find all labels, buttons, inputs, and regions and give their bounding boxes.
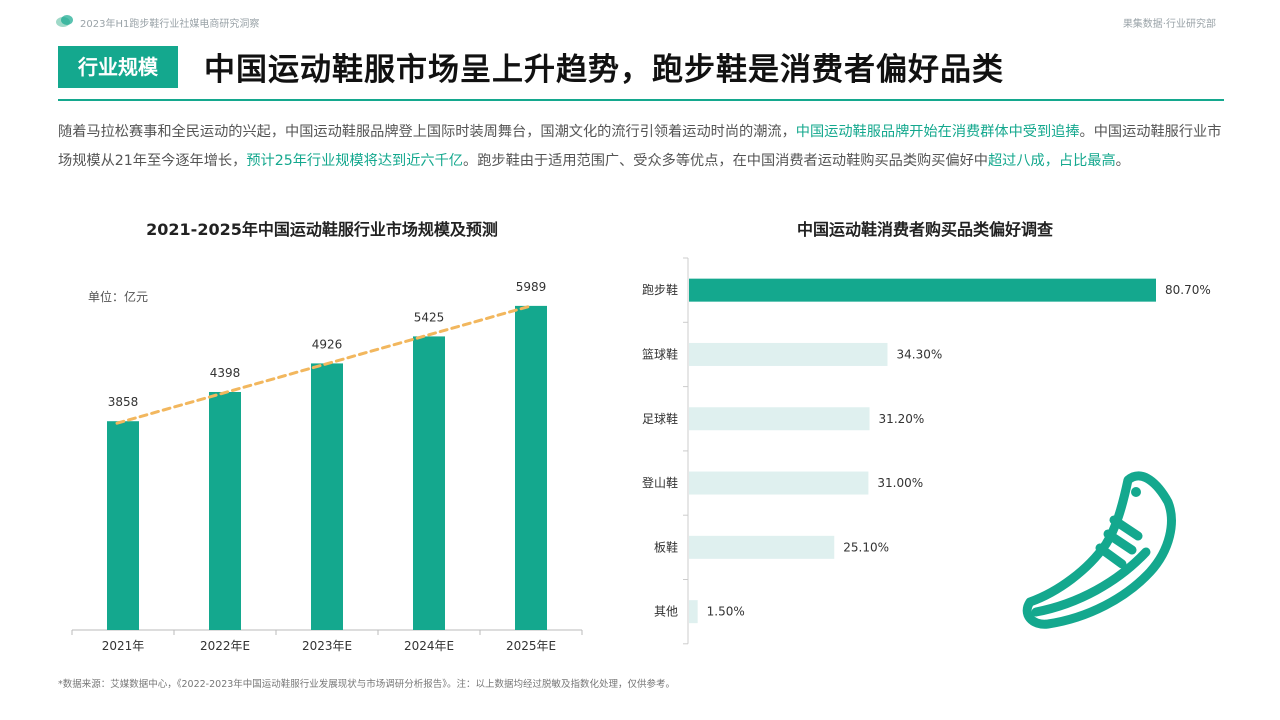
report-title: 2023年H1跑步鞋行业社媒电商研究洞察 xyxy=(80,19,260,30)
org-name: 果集数据·行业研究部 xyxy=(1122,19,1216,30)
desc-highlight-2: 预计25年行业规模将达到近六千亿 xyxy=(246,153,463,169)
category-label: 足球鞋 xyxy=(642,411,678,426)
title-divider xyxy=(58,99,1224,101)
hbar xyxy=(689,342,888,366)
x-tick-label: 2022年E xyxy=(200,639,250,653)
desc-highlight-3: 超过八成，占比最高 xyxy=(987,153,1116,169)
brand-logo-icon xyxy=(56,15,73,27)
bar xyxy=(107,421,139,630)
bar xyxy=(311,363,343,630)
desc-highlight-1: 中国运动鞋服品牌开始在消费群体中受到追捧 xyxy=(795,124,1080,140)
category-label: 板鞋 xyxy=(654,539,678,554)
x-tick-label: 2024年E xyxy=(404,639,454,653)
hbar-value-label: 34.30% xyxy=(896,347,942,361)
hbar-value-label: 1.50% xyxy=(707,605,745,619)
hbar-value-label: 31.00% xyxy=(877,476,923,490)
x-tick-label: 2021年 xyxy=(102,639,145,653)
category-label: 篮球鞋 xyxy=(642,346,678,361)
x-tick-label: 2023年E xyxy=(302,639,352,653)
hbar xyxy=(689,407,870,431)
trend-line xyxy=(115,304,533,425)
category-label: 跑步鞋 xyxy=(642,282,678,297)
category-label: 其他 xyxy=(654,605,678,619)
bar xyxy=(515,305,547,630)
bar xyxy=(413,336,445,630)
desc-text-1: 随着马拉松赛事和全民运动的兴起，中国运动鞋服品牌登上国际时装周舞台，国潮文化的流… xyxy=(58,124,796,140)
desc-text-2: 。中国运动鞋服行业市场规模从21年至今逐年增长， xyxy=(58,124,1222,169)
desc-text-4: 。 xyxy=(1115,153,1130,169)
hbar xyxy=(689,535,835,559)
bar xyxy=(209,391,241,630)
bar-value-label: 5425 xyxy=(414,310,445,324)
section-tag: 行业规模 xyxy=(58,46,178,88)
hbar xyxy=(689,278,1156,302)
bar-value-label: 4926 xyxy=(312,337,343,351)
running-shoe-icon xyxy=(1022,471,1176,629)
bar-value-label: 4398 xyxy=(210,366,241,380)
hbar xyxy=(689,471,869,495)
top-bar: 2023年H1跑步鞋行业社媒电商研究洞察 果集数据·行业研究部 xyxy=(56,12,1224,32)
hbar-value-label: 31.20% xyxy=(879,412,925,426)
bar-value-label: 5989 xyxy=(516,280,547,294)
page-title: 中国运动鞋服市场呈上升趋势，跑步鞋是消费者偏好品类 xyxy=(204,52,1004,88)
hbar-value-label: 80.70% xyxy=(1165,283,1211,297)
hbar xyxy=(689,600,698,624)
hbar-value-label: 25.10% xyxy=(843,540,889,554)
hbar-chart-title: 中国运动鞋消费者购买品类偏好调查 xyxy=(796,220,1053,239)
desc-text-3: 。跑步鞋由于适用范围广、受众多等优点，在中国消费者运动鞋购买品类购买偏好中 xyxy=(463,153,988,169)
bar-chart-unit: 单位：亿元 xyxy=(88,290,149,304)
description: 随着马拉松赛事和全民运动的兴起，中国运动鞋服品牌登上国际时装周舞台，国潮文化的流… xyxy=(58,118,1224,176)
bar-value-label: 3858 xyxy=(108,395,139,409)
bar-chart-title: 2021-2025年中国运动鞋服行业市场规模及预测 xyxy=(146,220,498,239)
x-tick-label: 2025年E xyxy=(506,639,556,653)
category-label: 登山鞋 xyxy=(642,475,678,490)
data-source-note: *数据来源：艾媒数据中心，《2022-2023年中国运动鞋服行业发展现状与市场调… xyxy=(58,679,676,690)
